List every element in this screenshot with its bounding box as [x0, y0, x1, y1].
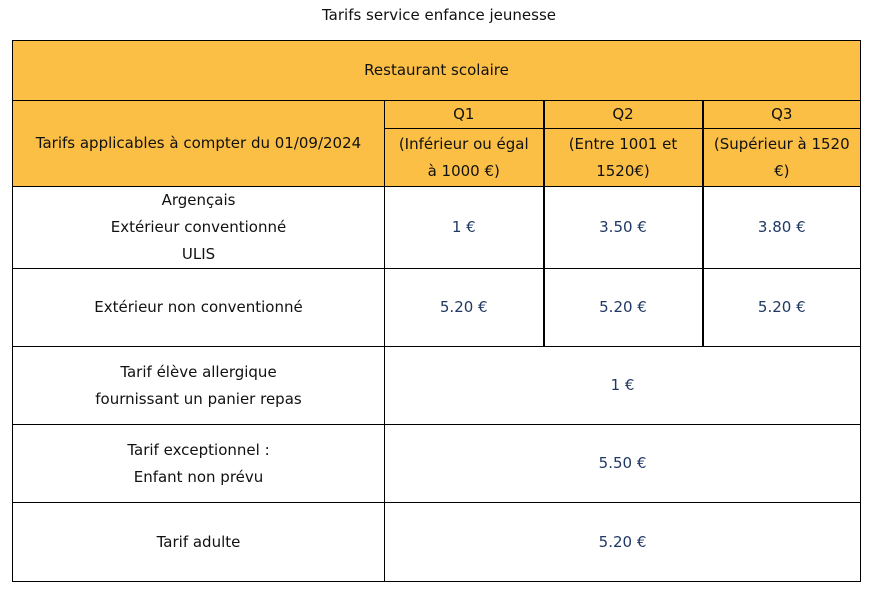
text-line: à 1000 €): [427, 161, 500, 180]
price-cell: 5.20 €: [384, 268, 544, 347]
text-line: €): [774, 161, 790, 180]
text-line: 1520€): [596, 161, 650, 180]
section-header: Restaurant scolaire: [11, 40, 862, 101]
price-cell: 1 €: [384, 186, 544, 269]
text-line: Extérieur conventionné: [110, 218, 287, 236]
price-cell: 5.50 €: [383, 424, 862, 503]
table-row: Tarif exceptionnel : Enfant non prévu 5.50…: [12, 424, 862, 503]
table-row: Argençais Extérieur conventionné ULIS 1 €3.…: [12, 186, 862, 269]
column-description: (Inférieur ou égal à 1000 €): [384, 128, 544, 187]
text-line: fournissant un panier repas: [95, 389, 302, 408]
column-header: Q2: [542, 100, 703, 129]
price-cell: 5.20 €: [383, 502, 862, 582]
price-cell: 1 €: [383, 346, 862, 425]
text-line: Tarif élève allergique: [120, 362, 277, 381]
column-header: Q3: [701, 100, 862, 129]
page-title: Tarifs service enfance jeunesse: [321, 6, 557, 24]
text-line: Argençais: [161, 191, 236, 209]
label-header: Tarifs applicables à compter du 01/09/20…: [12, 100, 385, 187]
text-line: (Entre 1001 et: [568, 134, 678, 153]
text-line: (Supérieur à 1520: [713, 134, 850, 153]
text-line: Extérieur non conventionné: [94, 298, 303, 316]
text-line: Enfant non prévu: [133, 467, 264, 486]
row-label: Argençais Extérieur conventionné ULIS: [12, 186, 385, 269]
price-cell: 3.50 €: [542, 186, 703, 269]
table-row: Tarif adulte 5.20 €: [12, 502, 862, 582]
text-line: Tarif exceptionnel :: [127, 440, 270, 459]
text-line: Tarif adulte: [156, 532, 241, 551]
table-row: Tarif élève allergique fournissant un pan…: [12, 346, 862, 425]
tariff-table: Restaurant scolaire Tarifs applicables à…: [11, 40, 862, 582]
price-cell: 5.20 €: [701, 268, 862, 347]
price-cell: 5.20 €: [542, 268, 703, 347]
column-description: (Supérieur à 1520 €): [701, 128, 862, 187]
table-row: Extérieur non conventionné 5.20 €5.20 €5.…: [12, 268, 862, 347]
row-label: Tarif élève allergique fournissant un pan…: [12, 346, 385, 425]
row-label: Tarif adulte: [12, 502, 385, 582]
price-cell: 3.80 €: [701, 186, 862, 269]
column-header: Q1: [384, 100, 544, 129]
row-label: Tarif exceptionnel : Enfant non prévu: [12, 424, 385, 503]
text-line: (Inférieur ou égal: [398, 134, 529, 153]
text-line: ULIS: [181, 245, 216, 263]
row-label: Extérieur non conventionné: [12, 268, 385, 347]
column-description: (Entre 1001 et 1520€): [542, 128, 703, 187]
